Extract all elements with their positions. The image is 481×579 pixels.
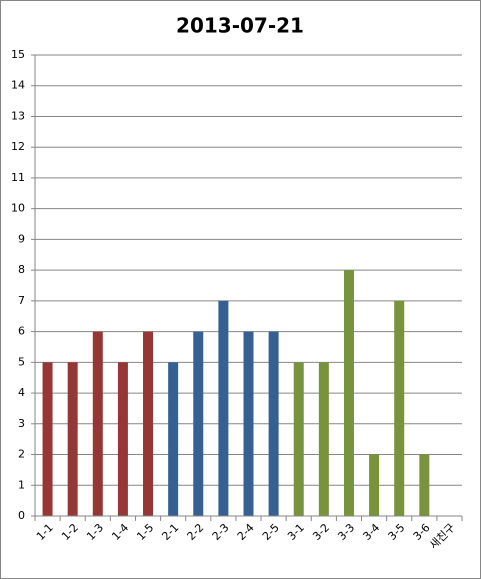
bar bbox=[369, 454, 380, 516]
y-tick-label: 3 bbox=[18, 417, 25, 430]
y-tick-label: 6 bbox=[18, 325, 25, 338]
y-tick-label: 8 bbox=[18, 263, 25, 276]
y-tick-label: 10 bbox=[11, 202, 25, 215]
bar bbox=[67, 362, 78, 516]
y-tick-label: 13 bbox=[11, 109, 25, 122]
bar bbox=[293, 362, 304, 516]
bar bbox=[419, 454, 430, 516]
y-tick-label: 12 bbox=[11, 140, 25, 153]
y-tick-label: 15 bbox=[11, 48, 25, 61]
y-tick-label: 11 bbox=[11, 171, 25, 184]
y-tick-label: 14 bbox=[11, 79, 25, 92]
y-tick-label: 4 bbox=[18, 386, 25, 399]
y-tick-label: 0 bbox=[18, 509, 25, 522]
y-tick-label: 1 bbox=[18, 478, 25, 491]
bar bbox=[92, 331, 103, 516]
bar bbox=[42, 362, 53, 516]
bar bbox=[143, 331, 154, 516]
y-tick-label: 2 bbox=[18, 448, 25, 461]
y-tick-label: 9 bbox=[18, 232, 25, 245]
y-tick-label: 7 bbox=[18, 294, 25, 307]
chart-title: 2013-07-21 bbox=[176, 14, 304, 38]
bar bbox=[318, 362, 329, 516]
bar bbox=[394, 300, 405, 516]
y-tick-label: 5 bbox=[18, 355, 25, 368]
bar bbox=[193, 331, 204, 516]
bar bbox=[117, 362, 128, 516]
bar bbox=[268, 331, 279, 516]
bar bbox=[243, 331, 254, 516]
bar bbox=[168, 362, 179, 516]
bar bbox=[218, 300, 229, 516]
bar bbox=[343, 270, 354, 516]
